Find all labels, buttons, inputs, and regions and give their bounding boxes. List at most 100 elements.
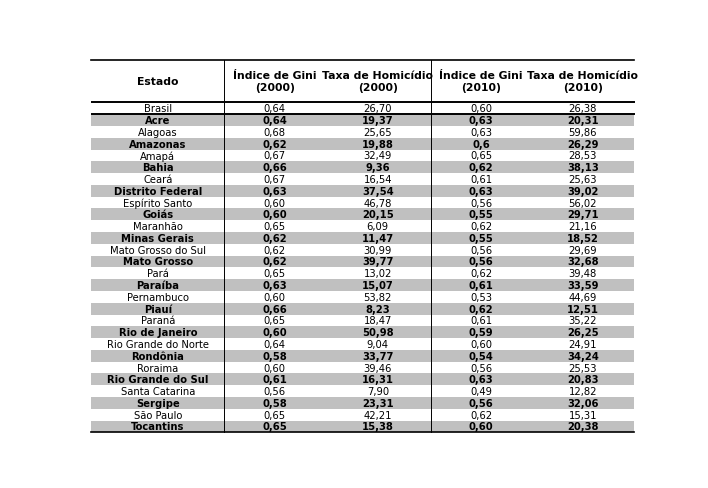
- Text: 26,25: 26,25: [567, 327, 599, 338]
- Text: 46,78: 46,78: [364, 198, 392, 208]
- Text: Mato Grosso do Sul: Mato Grosso do Sul: [110, 245, 206, 255]
- Text: 26,70: 26,70: [363, 104, 392, 114]
- Text: 0,55: 0,55: [469, 233, 493, 244]
- Text: 0,65: 0,65: [263, 269, 285, 279]
- Text: 8,23: 8,23: [365, 304, 390, 314]
- Text: 35,22: 35,22: [569, 316, 597, 325]
- Text: 32,06: 32,06: [567, 398, 598, 408]
- Text: 32,68: 32,68: [567, 257, 599, 267]
- Bar: [91, 103, 634, 115]
- Text: 20,83: 20,83: [567, 375, 598, 385]
- Text: 0,58: 0,58: [262, 351, 287, 361]
- Bar: [91, 326, 634, 338]
- Text: 0,68: 0,68: [263, 128, 285, 138]
- Bar: [91, 291, 634, 303]
- Text: 20,31: 20,31: [567, 116, 599, 126]
- Text: 0,62: 0,62: [469, 304, 493, 314]
- Bar: [91, 61, 634, 103]
- Text: 9,04: 9,04: [367, 339, 389, 349]
- Text: 42,21: 42,21: [363, 410, 392, 420]
- Bar: [91, 362, 634, 374]
- Bar: [91, 256, 634, 268]
- Text: 15,07: 15,07: [362, 281, 394, 290]
- Text: 0,63: 0,63: [469, 116, 493, 126]
- Bar: [91, 421, 634, 432]
- Text: 34,24: 34,24: [567, 351, 599, 361]
- Text: 26,29: 26,29: [567, 140, 598, 149]
- Text: 0,60: 0,60: [263, 198, 285, 208]
- Text: 0,56: 0,56: [470, 363, 492, 373]
- Text: Pará: Pará: [147, 269, 169, 279]
- Text: 0,60: 0,60: [469, 422, 493, 431]
- Text: Paraíba: Paraíba: [136, 281, 179, 290]
- Text: Pernambuco: Pernambuco: [127, 292, 189, 302]
- Text: 25,65: 25,65: [363, 128, 392, 138]
- Text: Taxa de Homicídio
(2000): Taxa de Homicídio (2000): [322, 71, 433, 93]
- Bar: [91, 397, 634, 409]
- Text: Santa Catarina: Santa Catarina: [120, 386, 195, 396]
- Text: 56,02: 56,02: [569, 198, 597, 208]
- Text: Rondônia: Rondônia: [132, 351, 184, 361]
- Bar: [91, 174, 634, 185]
- Text: Alagoas: Alagoas: [138, 128, 178, 138]
- Text: 0,61: 0,61: [262, 375, 287, 385]
- Text: 38,13: 38,13: [567, 163, 599, 173]
- Text: 50,98: 50,98: [362, 327, 394, 338]
- Text: Minas Gerais: Minas Gerais: [121, 233, 194, 244]
- Text: 0,63: 0,63: [470, 128, 492, 138]
- Bar: [91, 315, 634, 326]
- Text: 39,48: 39,48: [569, 269, 597, 279]
- Text: 0,63: 0,63: [262, 186, 287, 196]
- Text: Roraima: Roraima: [137, 363, 178, 373]
- Bar: [91, 338, 634, 350]
- Text: 0,62: 0,62: [262, 257, 287, 267]
- Text: 0,65: 0,65: [263, 222, 285, 232]
- Text: 29,69: 29,69: [569, 245, 597, 255]
- Text: 7,90: 7,90: [367, 386, 389, 396]
- Text: 0,56: 0,56: [469, 398, 493, 408]
- Text: 0,64: 0,64: [262, 116, 287, 126]
- Text: Índice de Gini
(2000): Índice de Gini (2000): [233, 71, 316, 93]
- Bar: [91, 139, 634, 150]
- Text: Acre: Acre: [145, 116, 171, 126]
- Text: 11,47: 11,47: [362, 233, 394, 244]
- Text: Sergipe: Sergipe: [136, 398, 180, 408]
- Text: 0,66: 0,66: [262, 163, 287, 173]
- Text: 0,56: 0,56: [263, 386, 285, 396]
- Bar: [91, 233, 634, 244]
- Text: 0,63: 0,63: [469, 186, 493, 196]
- Text: Goiás: Goiás: [142, 210, 173, 220]
- Text: Bahia: Bahia: [142, 163, 173, 173]
- Text: 0,49: 0,49: [470, 386, 492, 396]
- Text: 0,60: 0,60: [263, 292, 285, 302]
- Text: Brasil: Brasil: [144, 104, 172, 114]
- Text: 0,67: 0,67: [263, 175, 285, 184]
- Text: 32,49: 32,49: [364, 151, 392, 161]
- Text: 0,62: 0,62: [262, 233, 287, 244]
- Text: 39,46: 39,46: [364, 363, 392, 373]
- Text: Taxa de Homicídio
(2010): Taxa de Homicídio (2010): [527, 71, 639, 93]
- Text: 0,60: 0,60: [263, 363, 285, 373]
- Text: 0,66: 0,66: [262, 304, 287, 314]
- Text: 0,53: 0,53: [470, 292, 492, 302]
- Text: Distrito Federal: Distrito Federal: [114, 186, 202, 196]
- Text: 24,91: 24,91: [569, 339, 597, 349]
- Text: 0,56: 0,56: [470, 198, 492, 208]
- Text: 20,15: 20,15: [362, 210, 394, 220]
- Text: Amazonas: Amazonas: [129, 140, 186, 149]
- Text: 15,31: 15,31: [569, 410, 597, 420]
- Text: 0,56: 0,56: [470, 245, 492, 255]
- Text: 0,61: 0,61: [470, 316, 492, 325]
- Text: Amapá: Amapá: [140, 151, 176, 162]
- Text: 15,38: 15,38: [362, 422, 394, 431]
- Bar: [91, 244, 634, 256]
- Text: 39,02: 39,02: [567, 186, 598, 196]
- Text: 0,62: 0,62: [470, 222, 492, 232]
- Bar: [91, 162, 634, 174]
- Text: 33,59: 33,59: [567, 281, 598, 290]
- Text: 0,67: 0,67: [263, 151, 285, 161]
- Text: 6,09: 6,09: [367, 222, 389, 232]
- Text: Espírito Santo: Espírito Santo: [123, 198, 193, 208]
- Text: 25,53: 25,53: [569, 363, 597, 373]
- Text: 28,53: 28,53: [569, 151, 597, 161]
